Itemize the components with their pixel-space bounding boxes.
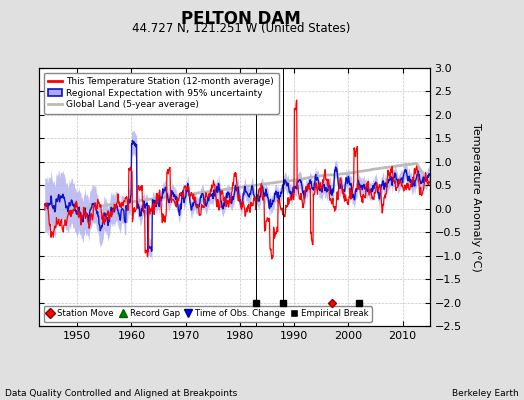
Legend: Station Move, Record Gap, Time of Obs. Change, Empirical Break: Station Move, Record Gap, Time of Obs. C… <box>43 306 372 322</box>
Text: Data Quality Controlled and Aligned at Breakpoints: Data Quality Controlled and Aligned at B… <box>5 389 237 398</box>
Text: Berkeley Earth: Berkeley Earth <box>452 389 519 398</box>
Text: 44.727 N, 121.251 W (United States): 44.727 N, 121.251 W (United States) <box>132 22 350 35</box>
Y-axis label: Temperature Anomaly (°C): Temperature Anomaly (°C) <box>471 123 481 271</box>
Text: PELTON DAM: PELTON DAM <box>181 10 301 28</box>
